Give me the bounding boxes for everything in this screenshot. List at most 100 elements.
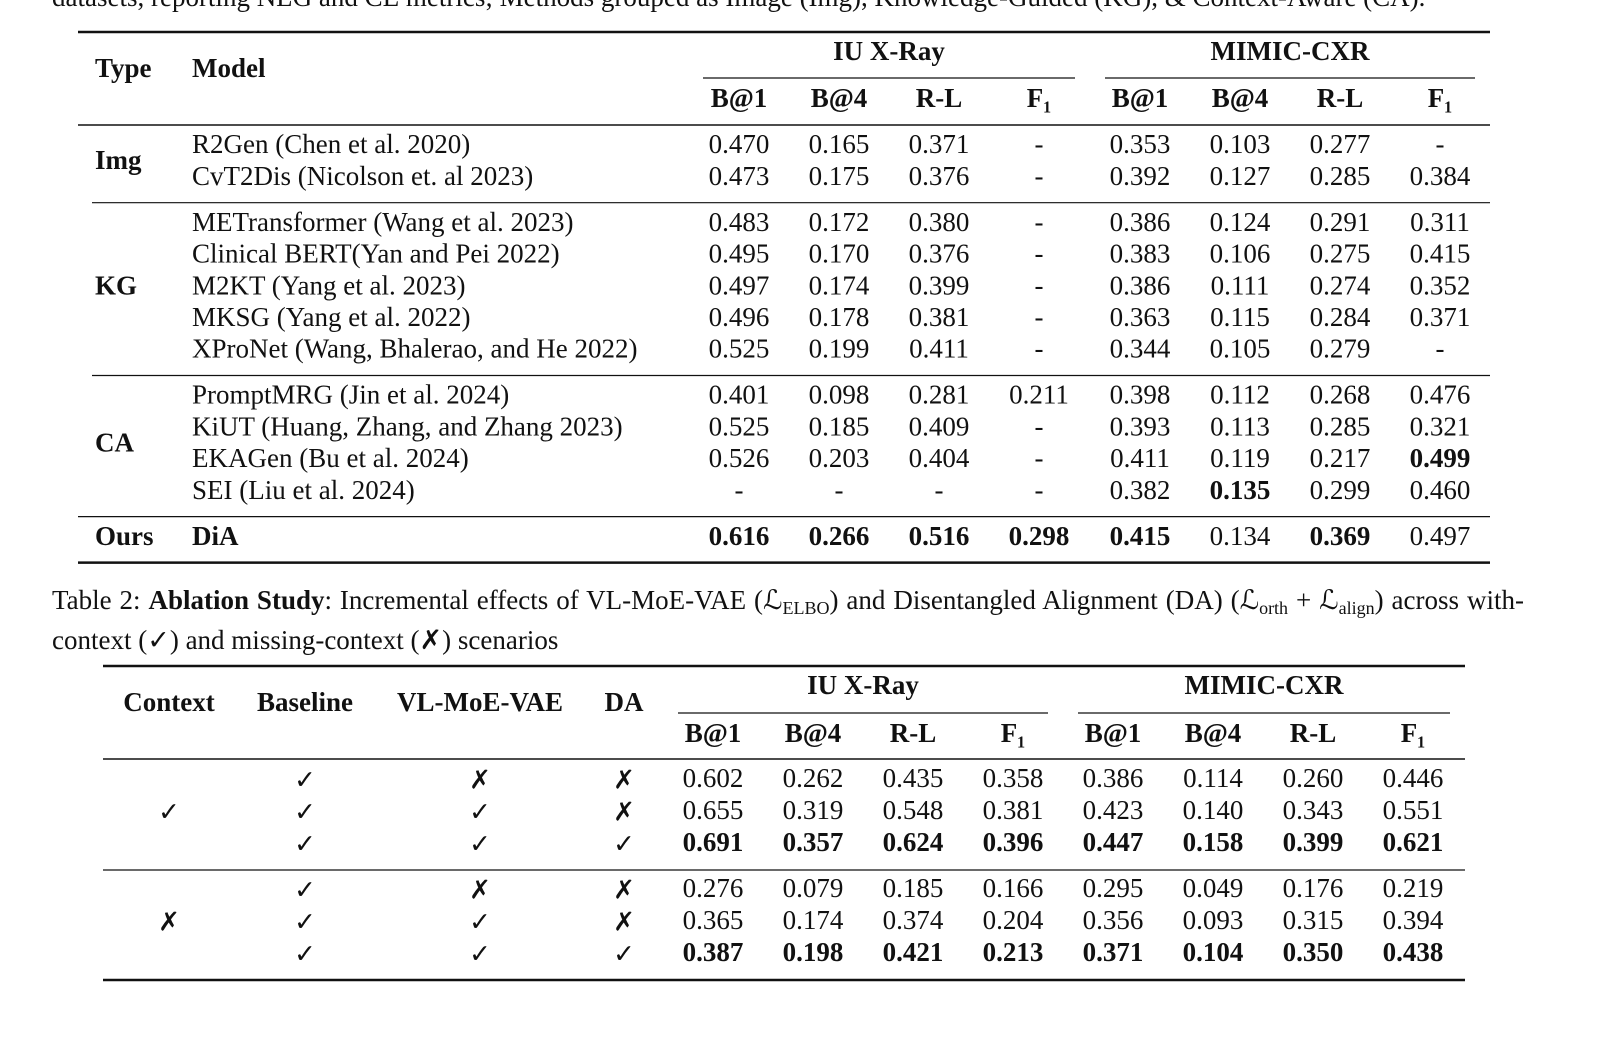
cell: 0.460 — [1410, 475, 1471, 505]
cell: 0.203 — [809, 443, 870, 473]
metric-header: B@4 — [1185, 718, 1242, 748]
cell: 0.394 — [1383, 905, 1444, 935]
check-mark: ✓ — [294, 830, 316, 860]
cell: 0.113 — [1210, 411, 1270, 441]
cell: 0.525 — [709, 411, 770, 441]
column-header: Baseline — [257, 687, 353, 717]
model-name: METransformer (Wang et al. 2023) — [192, 207, 574, 237]
cell: 0.158 — [1183, 827, 1244, 857]
metric-header: F₁ — [1401, 718, 1426, 748]
cell: 0.266 — [809, 521, 870, 551]
check-mark: ✓ — [294, 940, 316, 970]
model-name: M2KT (Yang et al. 2023) — [192, 270, 466, 300]
cell: 0.499 — [1410, 443, 1471, 473]
model-name: CvT2Dis (Nicolson et. al 2023) — [192, 161, 533, 191]
check-mark: ✓ — [469, 798, 491, 828]
group-header: IU X-Ray — [807, 670, 919, 700]
cell: 0.321 — [1410, 411, 1471, 441]
cell: 0.497 — [709, 270, 770, 300]
metric-header: R-L — [890, 718, 937, 748]
cell: 0.483 — [709, 207, 770, 237]
check-mark: ✗ — [469, 766, 491, 796]
cell: 0.134 — [1210, 521, 1271, 551]
metric-header: B@4 — [1212, 83, 1269, 113]
cell: 0.435 — [883, 763, 944, 793]
type-label: Ours — [95, 521, 154, 551]
cell: 0.386 — [1110, 270, 1171, 300]
cell: 0.344 — [1110, 334, 1171, 364]
type-label: Img — [95, 145, 142, 175]
caption-part: ) and Disentangled Alignment (DA) (ℒ — [829, 585, 1260, 615]
metric-header: B@1 — [1085, 718, 1142, 748]
cell: 0.381 — [983, 795, 1044, 825]
caption-part: Table 2: — [52, 585, 149, 615]
cell: - — [835, 475, 844, 505]
cell: 0.393 — [1110, 411, 1171, 441]
cell: 0.387 — [683, 937, 744, 967]
cell: 0.275 — [1310, 239, 1371, 269]
cell: 0.381 — [909, 302, 970, 332]
group-header: IU X-Ray — [833, 36, 945, 66]
cell: 0.178 — [809, 302, 870, 332]
cell: 0.380 — [909, 207, 970, 237]
caption-part: + ℒ — [1288, 585, 1339, 615]
cell: 0.176 — [1283, 873, 1344, 903]
cell: 0.376 — [909, 161, 970, 191]
cell: 0.199 — [809, 334, 870, 364]
metric-header: B@1 — [1112, 83, 1169, 113]
cell: 0.374 — [883, 905, 944, 935]
model-name: MKSG (Yang et al. 2022) — [192, 302, 471, 332]
cell: 0.401 — [709, 380, 770, 410]
cell: 0.276 — [683, 873, 744, 903]
check-mark: ✓ — [469, 830, 491, 860]
cell: 0.398 — [1110, 380, 1171, 410]
column-header: Model — [192, 53, 266, 83]
cell: 0.616 — [709, 521, 770, 551]
column-header: Context — [123, 687, 214, 717]
model-name: R2Gen (Chen et al. 2020) — [192, 129, 470, 159]
cell: 0.098 — [809, 380, 870, 410]
cell: 0.357 — [783, 827, 844, 857]
cell: 0.473 — [709, 161, 770, 191]
cell: 0.079 — [783, 873, 844, 903]
cell: - — [1035, 161, 1044, 191]
cell: 0.135 — [1210, 475, 1271, 505]
check-mark: ✓ — [613, 940, 635, 970]
cell: - — [1035, 270, 1044, 300]
cell: 0.174 — [783, 905, 844, 935]
cell: 0.399 — [1283, 827, 1344, 857]
caption-part: ELBO — [782, 598, 830, 618]
cell: 0.277 — [1310, 129, 1371, 159]
check-mark: ✓ — [613, 830, 635, 860]
check-mark: ✗ — [469, 876, 491, 906]
cell: - — [1035, 443, 1044, 473]
cell: 0.291 — [1310, 207, 1371, 237]
cell: 0.295 — [1083, 873, 1144, 903]
cell: - — [1035, 129, 1044, 159]
cell: 0.446 — [1383, 763, 1444, 793]
cell: 0.691 — [683, 827, 744, 857]
check-mark: ✗ — [613, 766, 635, 796]
cell: - — [1035, 475, 1044, 505]
cell: - — [1035, 239, 1044, 269]
cell: 0.371 — [1410, 302, 1471, 332]
cell: 0.396 — [983, 827, 1044, 857]
cell: 0.175 — [809, 161, 870, 191]
cell: 0.311 — [1410, 207, 1470, 237]
model-name: Clinical BERT(Yan and Pei 2022) — [192, 239, 560, 269]
cell: 0.496 — [709, 302, 770, 332]
cell: 0.268 — [1310, 380, 1371, 410]
cell: 0.548 — [883, 795, 944, 825]
cell: 0.371 — [1083, 937, 1144, 967]
cell: 0.399 — [909, 270, 970, 300]
metric-header: R-L — [916, 83, 963, 113]
cell: 0.415 — [1110, 521, 1171, 551]
metric-header: F₁ — [1027, 83, 1052, 113]
cell: 0.112 — [1210, 380, 1270, 410]
cell: 0.165 — [809, 129, 870, 159]
model-name: KiUT (Huang, Zhang, and Zhang 2023) — [192, 411, 623, 441]
cell: 0.526 — [709, 443, 770, 473]
cell: 0.217 — [1310, 443, 1371, 473]
cell: 0.350 — [1283, 937, 1344, 967]
